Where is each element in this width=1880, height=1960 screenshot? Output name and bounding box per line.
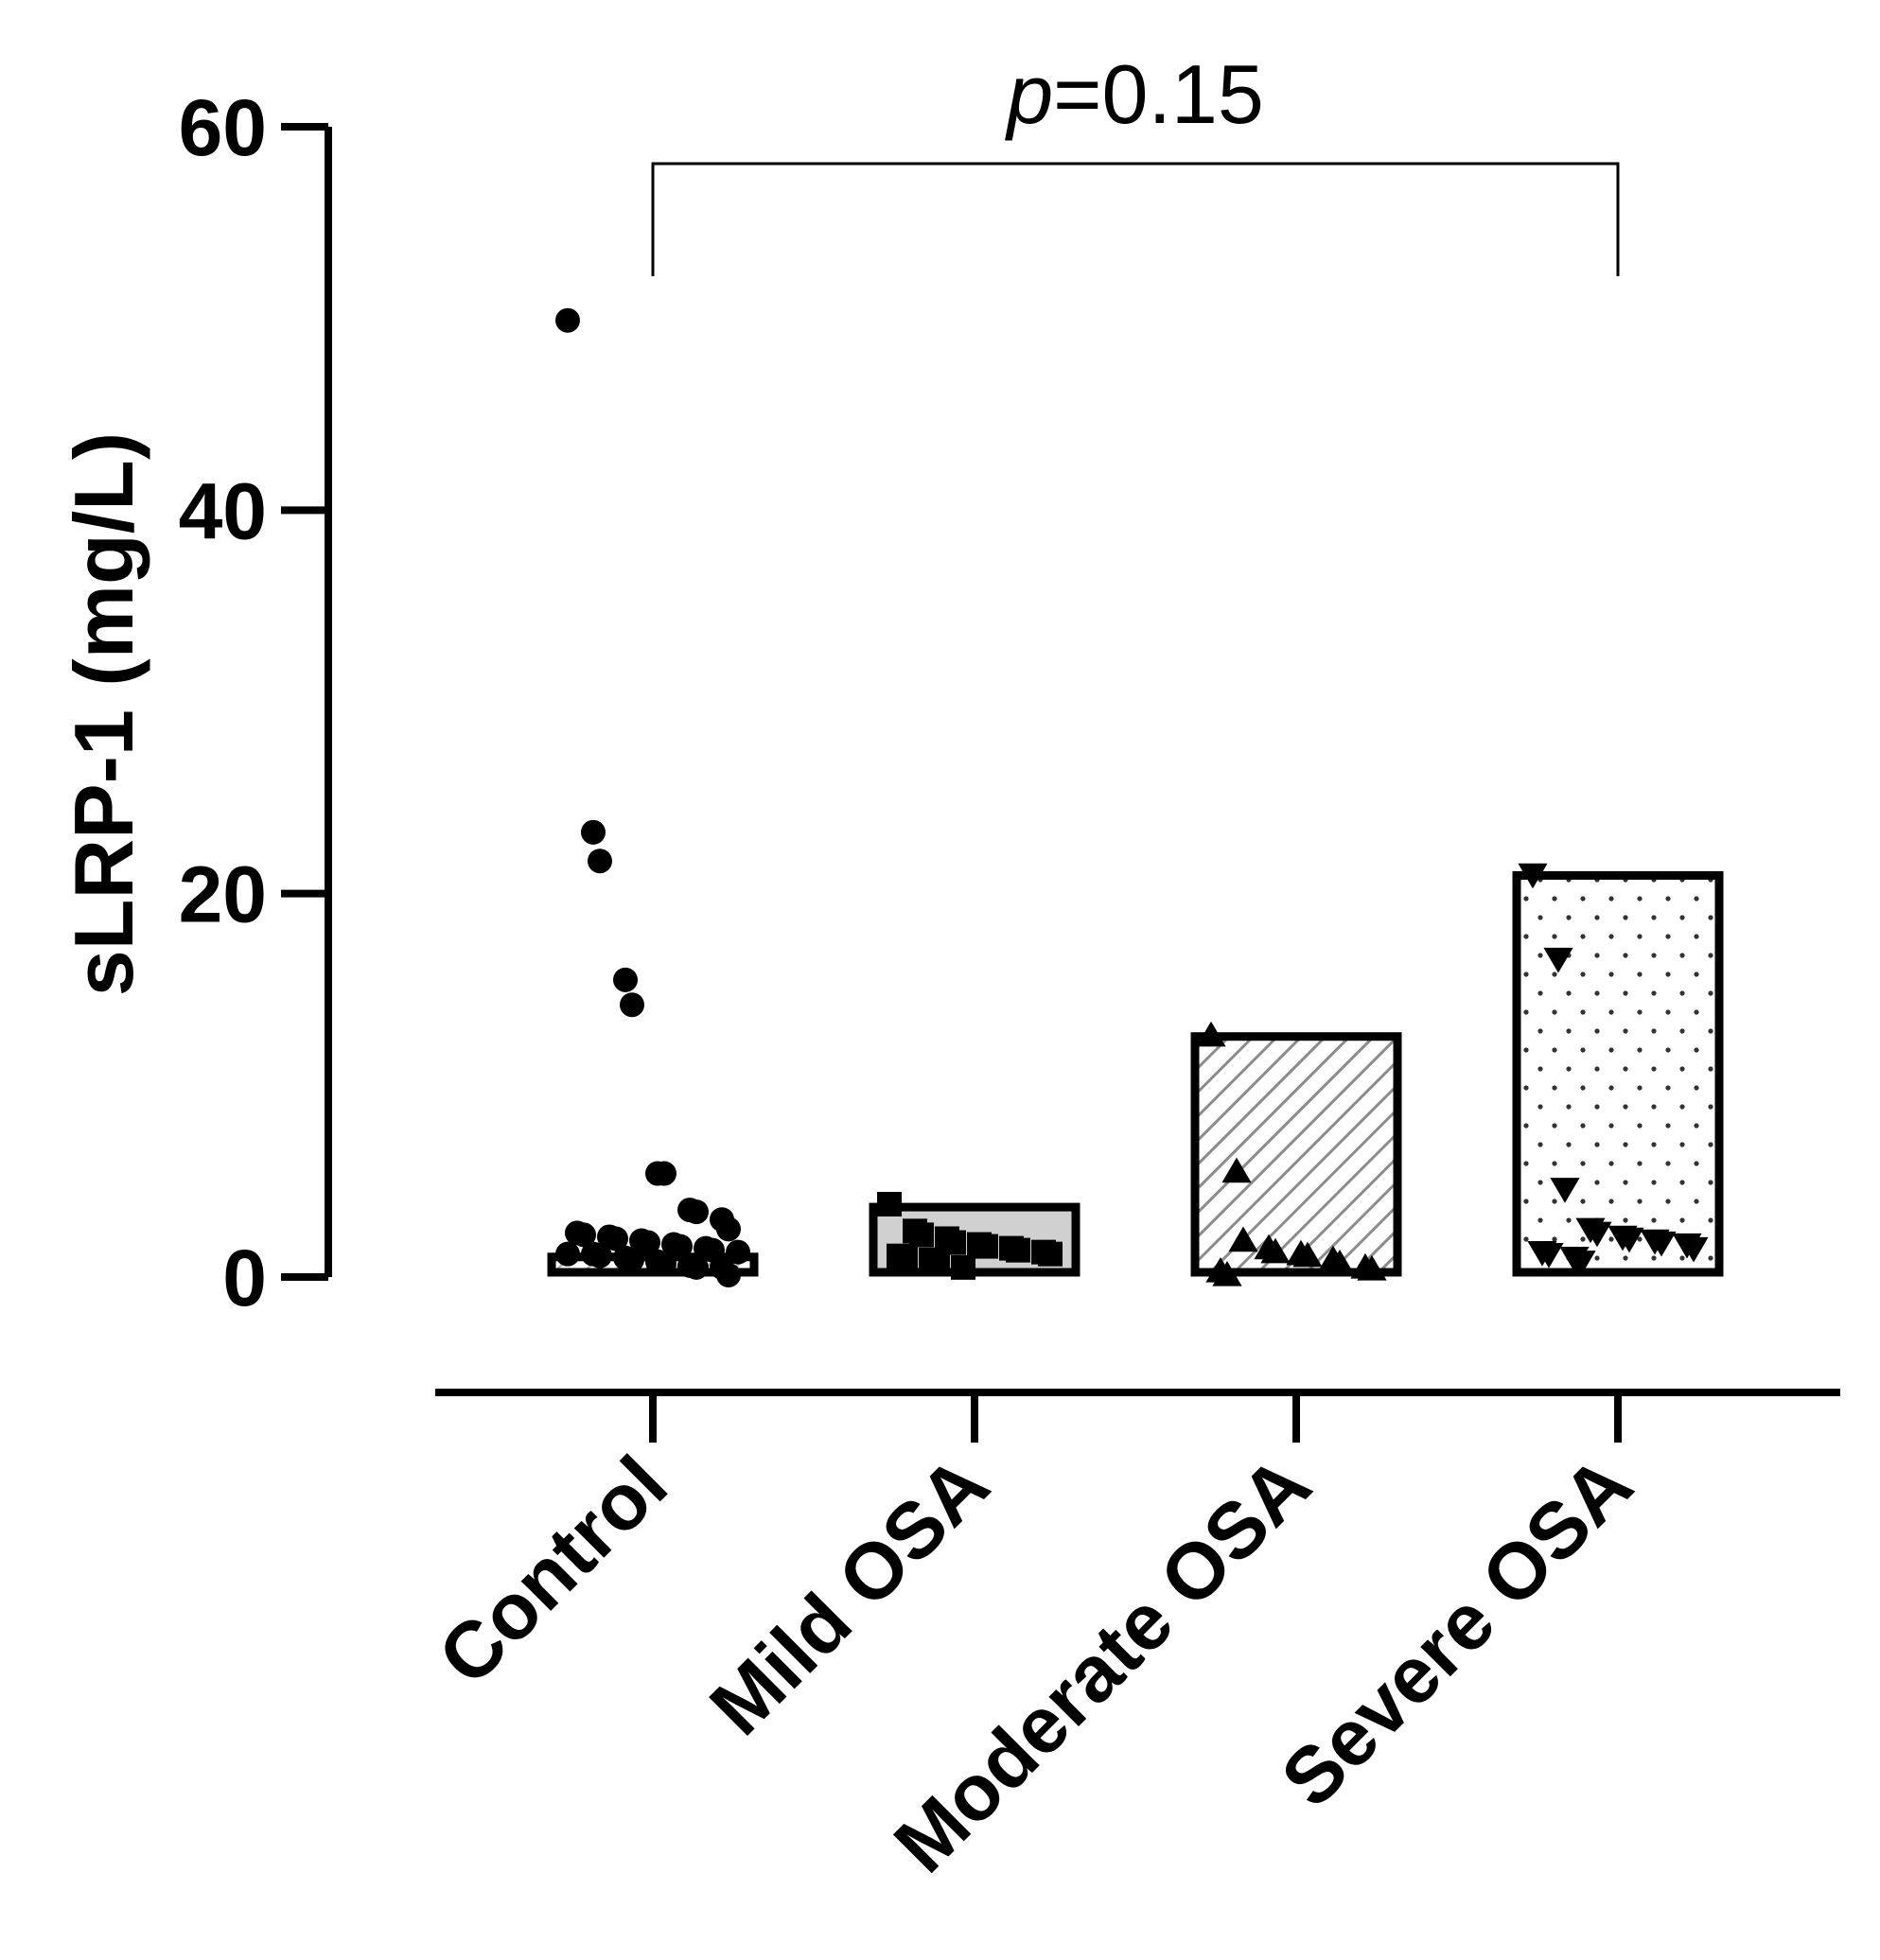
data-point-severe-osa [1614, 1227, 1644, 1253]
p-value-label: p=0.15 [1004, 47, 1264, 141]
data-point-mild-osa [941, 1230, 966, 1255]
data-point-control [604, 1226, 628, 1251]
data-point-moderate-osa [1292, 1241, 1323, 1268]
data-point-severe-osa [1678, 1236, 1709, 1263]
data-point-mild-osa [974, 1234, 998, 1259]
y-tick-label: 20 [179, 850, 267, 939]
data-point-control [555, 307, 580, 333]
data-point-mild-osa [1038, 1241, 1063, 1267]
data-point-severe-osa [1534, 1242, 1564, 1269]
y-tick-label: 40 [179, 466, 267, 555]
data-point-control [588, 1243, 612, 1269]
x-tick-label: Control [421, 1439, 684, 1702]
data-point-severe-osa [1550, 1178, 1580, 1203]
data-point-control [588, 849, 612, 874]
data-point-control [652, 1161, 676, 1186]
data-point-control [555, 1241, 580, 1267]
data-point-severe-osa [1582, 1221, 1612, 1248]
data-point-moderate-osa [1221, 1157, 1252, 1183]
data-point-mild-osa [1006, 1237, 1030, 1263]
data-point-control [684, 1199, 709, 1225]
data-point-control [716, 1216, 741, 1242]
x-tick-label: Mild OSA [693, 1439, 1005, 1751]
data-point-control [636, 1230, 660, 1255]
p-value: =0.15 [1053, 47, 1264, 141]
y-axis-ticks: 0 20 40 60 [179, 83, 328, 1322]
bracket-line [651, 162, 1620, 276]
bar-severe-osa [1512, 870, 1724, 1277]
data-point-moderate-osa [1212, 1261, 1242, 1286]
data-point-severe-osa [1566, 1251, 1596, 1276]
p-symbol: p [1004, 47, 1053, 141]
data-point-moderate-osa [1325, 1249, 1355, 1275]
data-point-control [716, 1262, 741, 1287]
data-point-control [581, 819, 606, 845]
data-point-control [620, 1247, 644, 1272]
data-point-control [613, 967, 638, 992]
bar-moderate-osa [1190, 1032, 1402, 1277]
data-point-control [668, 1234, 693, 1259]
data-point-control [726, 1239, 750, 1265]
data-point-control [652, 1251, 676, 1276]
points-group [555, 307, 1709, 1287]
data-point-moderate-osa [1357, 1254, 1387, 1281]
data-point-moderate-osa [1196, 1021, 1226, 1047]
y-tick-label: 0 [222, 1234, 267, 1322]
y-tick-label: 60 [179, 83, 267, 172]
data-point-severe-osa [1518, 863, 1548, 889]
data-point-control [571, 1222, 596, 1248]
data-point-severe-osa [1543, 947, 1573, 973]
data-point-moderate-osa [1228, 1226, 1258, 1252]
y-axis-label: sLRP-1 (mg/L) [57, 432, 150, 996]
data-point-moderate-osa [1260, 1237, 1291, 1264]
data-point-control [684, 1254, 709, 1280]
data-point-control [620, 992, 644, 1018]
data-point-mild-osa [951, 1254, 975, 1280]
data-point-severe-osa [1646, 1231, 1677, 1257]
data-point-mild-osa [925, 1251, 950, 1276]
significance-bracket: p=0.15 [651, 47, 1620, 276]
data-point-mild-osa [893, 1245, 918, 1270]
data-point-mild-osa [909, 1222, 934, 1248]
data-point-mild-osa [877, 1191, 902, 1216]
